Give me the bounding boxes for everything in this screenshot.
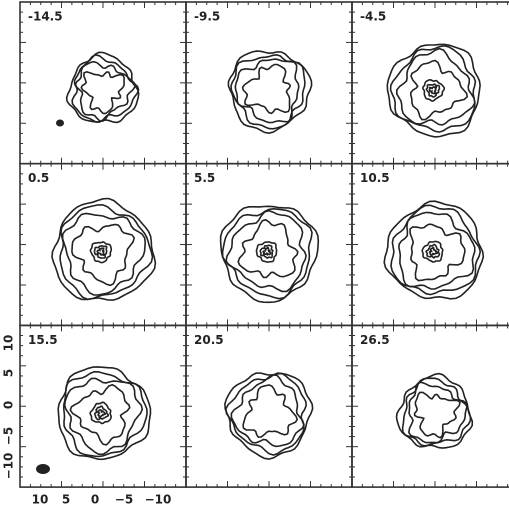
contour: [69, 383, 131, 446]
contour: [221, 207, 313, 300]
x-tick-label: 10: [32, 493, 49, 507]
x-tick-label: −10: [145, 493, 172, 507]
contour: [96, 409, 107, 419]
beam: [56, 119, 64, 127]
panel-frame: [19, 162, 187, 327]
panel: -14.5: [19, 1, 187, 165]
y-tick-label: 5: [2, 369, 16, 377]
panel-label: -9.5: [194, 10, 220, 24]
contour: [61, 212, 147, 296]
panel-label: 20.5: [194, 333, 224, 347]
contour: [93, 244, 108, 259]
contour: [407, 381, 468, 444]
contour: [93, 405, 109, 421]
contour: [241, 63, 292, 115]
contour: [259, 244, 274, 259]
panel-label: 0.5: [28, 171, 49, 185]
contour: [396, 47, 476, 126]
panel: -4.5: [351, 1, 509, 165]
contour: [74, 60, 136, 122]
contour: [389, 44, 477, 133]
contour: [401, 377, 472, 447]
contour: [230, 373, 305, 448]
panel: 5.5: [185, 162, 353, 327]
panel: 26.5: [351, 324, 509, 488]
contour: [425, 243, 441, 259]
contour: [428, 246, 439, 257]
contour: [242, 384, 299, 439]
y-tick-label: −10: [2, 453, 16, 480]
panel-label: -4.5: [360, 10, 386, 24]
contour: [255, 241, 278, 263]
y-tick-label: 0: [2, 401, 16, 409]
contour: [428, 85, 438, 95]
contour: [421, 240, 444, 263]
contour: [413, 391, 461, 439]
contour: [225, 372, 308, 456]
contour: [425, 83, 441, 98]
contour: [80, 71, 125, 115]
contour: [409, 59, 469, 121]
panel-label: -14.5: [28, 10, 63, 24]
panel-frame: [19, 324, 187, 488]
panel-frame: [19, 1, 187, 165]
contour: [395, 372, 474, 449]
y-tick-label: −5: [2, 427, 16, 445]
x-tick-label: −5: [115, 493, 133, 507]
contour: [51, 197, 157, 301]
panel: -9.5: [185, 1, 353, 165]
panel-label: 5.5: [194, 171, 215, 185]
contour: [383, 200, 485, 300]
panel: 20.5: [185, 324, 353, 488]
contour: [262, 246, 272, 256]
contour: [57, 366, 152, 461]
contour: [71, 223, 136, 287]
panel-frame: [351, 1, 509, 165]
contour: [398, 211, 476, 290]
panel-frame: [351, 324, 509, 488]
x-tick-label: 0: [91, 493, 99, 507]
panel: 10.5: [351, 162, 509, 327]
contour: [59, 204, 154, 301]
contour: [225, 209, 307, 293]
panel-frame: [351, 162, 509, 327]
panel-label: 26.5: [360, 333, 390, 347]
contour: [71, 54, 140, 123]
contour: [421, 78, 446, 102]
contour: [390, 204, 482, 296]
panel: 15.5: [19, 324, 187, 488]
contour: [89, 241, 113, 264]
contour: [237, 218, 299, 279]
beam: [36, 464, 50, 474]
contour: [63, 370, 148, 458]
panel: 0.5: [19, 162, 187, 327]
contour: [63, 377, 144, 456]
panel-frame: [185, 1, 353, 165]
panel-frame: [185, 324, 353, 488]
contour: [386, 43, 481, 138]
contour: [96, 247, 105, 257]
contour: [219, 205, 320, 304]
panel-label: 15.5: [28, 333, 58, 347]
contour: [89, 401, 113, 425]
y-tick-label: 10: [2, 335, 16, 352]
contour: [409, 223, 466, 282]
x-tick-label: 5: [62, 493, 70, 507]
panel-label: 10.5: [360, 171, 390, 185]
contour: [65, 51, 140, 124]
contour: [234, 58, 300, 124]
